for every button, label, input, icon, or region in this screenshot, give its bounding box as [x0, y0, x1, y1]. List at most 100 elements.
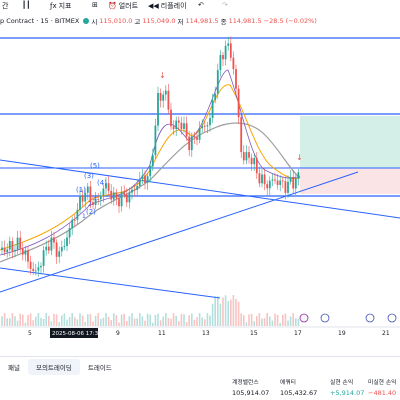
toolbar-candles[interactable]: ┃┃ [22, 1, 30, 9]
candle-body [37, 267, 40, 271]
volume-bar [152, 322, 154, 326]
wave-label[interactable]: 2 [88, 201, 92, 208]
toolbar-undo[interactable]: ↶ [198, 1, 204, 9]
us-flag-icon[interactable] [387, 313, 397, 323]
candle-body [271, 179, 274, 181]
volume-bar [224, 295, 227, 326]
volume-bar [6, 318, 8, 326]
stat-unrealized-pnl: 미실현 손익 −481.40 [368, 378, 400, 398]
replay-icon: ◀◀ [148, 2, 159, 10]
volume-bar [139, 313, 141, 326]
wave-label[interactable]: (1) [76, 186, 86, 194]
candle-body [89, 186, 92, 203]
volume-bars [1, 295, 300, 326]
volume-bar [206, 313, 209, 326]
candle-body [201, 125, 204, 129]
wave-label[interactable]: (4) [97, 179, 107, 187]
volume-bar [27, 314, 29, 326]
volume-bar [48, 315, 50, 326]
indicators-label: 지표 [58, 2, 72, 10]
wave-label[interactable]: (5) [90, 162, 100, 170]
event-flag-icon[interactable] [299, 313, 309, 323]
volume-bar [89, 314, 92, 326]
candle-body [53, 237, 55, 243]
toolbar-indicators[interactable]: ƒx 지표 [50, 1, 72, 11]
candle-body [281, 180, 284, 182]
wave-label[interactable]: (3) [84, 172, 94, 180]
candle-body [118, 198, 120, 207]
account-stats: 계정밸런스 105,914.07 에쿼티 105,432.67 실현 손익 +5… [0, 378, 400, 400]
interval-label: 간 [2, 2, 9, 10]
tab-panel[interactable]: 패널 [8, 364, 20, 372]
candle-body [133, 189, 136, 191]
x-tick-label: 17 [294, 330, 302, 337]
volume-bar [66, 319, 68, 326]
x-tick-label: 15 [250, 330, 258, 337]
wave-label[interactable]: 3 [93, 195, 97, 202]
volume-bar [178, 321, 180, 326]
symbol-name[interactable]: p Contract · 15 · BITMEX [0, 17, 80, 25]
us-flag-icon[interactable] [320, 313, 330, 323]
candle-body [193, 136, 196, 138]
volume-bar [261, 318, 263, 326]
candle-body [253, 158, 256, 165]
candle-body [60, 247, 63, 252]
volume-bar [183, 314, 185, 326]
candle-body [1, 247, 3, 250]
toolbar-templates[interactable]: ⊞ [92, 1, 98, 9]
volume-bar [32, 320, 34, 326]
volume-bar [97, 313, 99, 326]
take-profit-zone[interactable] [300, 116, 400, 168]
tab-trade[interactable]: 트레이드 [87, 364, 112, 372]
volume-bar [123, 313, 125, 326]
volume-bar [74, 317, 76, 326]
volume-bar [253, 321, 255, 326]
volume-bar [276, 314, 279, 326]
candle-body [177, 120, 180, 123]
volume-bar [204, 319, 206, 326]
toolbar-replay[interactable]: ◀◀ 리플레이 [148, 1, 187, 11]
volume-bar [209, 315, 211, 326]
volume-bar [9, 318, 11, 326]
candle-body [235, 69, 237, 89]
price-chart[interactable]: (5) (1) (3) (4) (2) 3 2 1 ↓ ↓ 5 2025-08-… [0, 28, 400, 356]
wave-label[interactable]: (2) [86, 208, 96, 216]
candle-body [81, 195, 84, 202]
trendline-ascending[interactable] [0, 171, 359, 293]
candle-body [50, 237, 53, 251]
candle-body [258, 173, 261, 184]
sell-signal-icon: ↓ [159, 71, 166, 80]
volume-bar [170, 318, 172, 326]
candle-body [42, 250, 45, 266]
wave-label[interactable]: 1 [82, 213, 86, 220]
volume-bar [126, 320, 128, 326]
trendline-descending[interactable] [0, 159, 400, 219]
candle-body [19, 237, 22, 249]
volume-bar [185, 322, 188, 326]
toolbar-alert[interactable]: ⏰ 얼러트 [108, 1, 138, 11]
candle-body [63, 246, 66, 248]
tab-paper-trading[interactable]: 모의트레이딩 [27, 359, 80, 375]
undo-icon: ↶ [198, 1, 204, 9]
x-tick-label: 13 [202, 330, 210, 337]
candle-body [102, 188, 105, 196]
volume-bar [240, 313, 242, 326]
volume-bar [248, 314, 250, 326]
volume-bar [269, 316, 271, 326]
volume-bar [222, 297, 224, 326]
toolbar-redo[interactable]: ↷ [222, 1, 228, 9]
us-flag-icon[interactable] [365, 313, 375, 323]
trendline-bottom[interactable] [0, 267, 221, 299]
toolbar-interval[interactable]: 간 [2, 1, 8, 11]
volume-bar [237, 301, 240, 326]
replay-label: 리플레이 [160, 2, 187, 10]
candle-body [157, 92, 159, 126]
volume-bar [3, 313, 6, 326]
candle-body [68, 227, 71, 238]
open-label: 시 [91, 18, 98, 26]
candle-body [162, 94, 165, 101]
stop-loss-zone[interactable] [300, 168, 400, 194]
volume-bar [79, 313, 81, 326]
candle-body [94, 199, 97, 205]
stat-value: +5,914.07 [330, 389, 365, 397]
